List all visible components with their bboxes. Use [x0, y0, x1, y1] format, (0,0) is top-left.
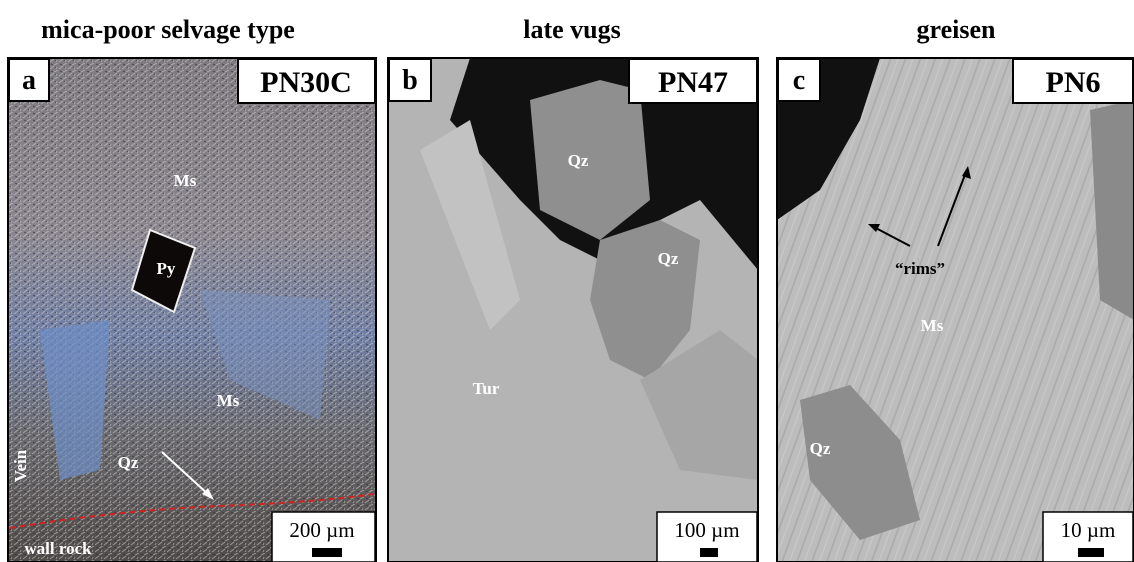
panel-a: a PN30C Ms Py Ms Qz Vein wall rock 200 µ…	[8, 58, 376, 562]
mineral-label: Qz	[810, 439, 831, 458]
zone-label: wall rock	[24, 539, 92, 558]
mineral-label: Tur	[473, 379, 500, 398]
panel-c: c PN6 “rims” Ms Qz 10 µm	[777, 58, 1134, 562]
scale-bar	[1078, 548, 1104, 557]
panel-title: late vugs	[523, 15, 621, 44]
mineral-label: Ms	[921, 316, 944, 335]
scale-bar	[312, 548, 342, 557]
scale-bar	[700, 548, 718, 557]
panel-b: b PN47 Qz Qz Tur 100 µm	[388, 58, 758, 562]
mineral-label: Qz	[658, 249, 679, 268]
scale-label: 200 µm	[289, 518, 354, 542]
sample-id: PN30C	[260, 66, 352, 99]
mineral-label: Ms	[217, 391, 240, 410]
scale-label: 10 µm	[1061, 518, 1116, 542]
panel-title: greisen	[917, 15, 996, 44]
panel-letter: c	[793, 65, 805, 96]
feature-label: “rims”	[895, 259, 945, 278]
mineral-label: Ms	[174, 171, 197, 190]
mineral-label: Py	[157, 259, 176, 278]
panel-letter: a	[22, 65, 36, 96]
scale-label: 100 µm	[674, 518, 739, 542]
panel-letter: b	[402, 65, 418, 96]
sample-id: PN47	[658, 66, 728, 99]
sample-id: PN6	[1046, 66, 1101, 99]
figure: mica-poor selvage type late vugs greisen…	[0, 0, 1134, 562]
panel-title: mica-poor selvage type	[41, 15, 295, 44]
mineral-label: Qz	[118, 453, 139, 472]
zone-label: Vein	[11, 449, 30, 482]
mineral-label: Qz	[568, 151, 589, 170]
